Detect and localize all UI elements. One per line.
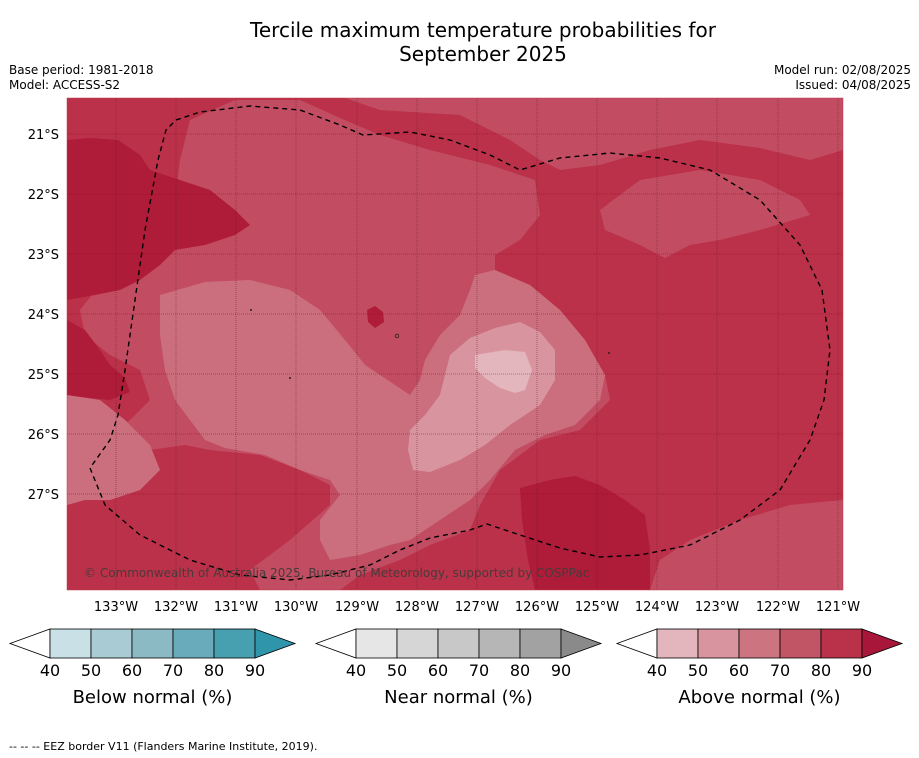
eez-legend-note: -- -- -- EEZ border V11 (Flanders Marine… <box>9 740 318 753</box>
colorbar-tick: 90 <box>245 661 265 680</box>
colorbar-tick: 80 <box>510 661 530 680</box>
colorbar-legends: 40 50 60 70 80 90 Below normal (%) 40 50 60 70 80 90… <box>8 628 904 708</box>
colorbar-tick: 40 <box>647 661 667 680</box>
colorbar-segment <box>396 628 439 659</box>
above-40-region <box>475 350 532 393</box>
colorbar-tick: 40 <box>40 661 60 680</box>
lon-label: 131°W <box>214 600 258 615</box>
colorbar-tick: 70 <box>469 661 489 680</box>
lat-label: 27°S <box>28 488 59 503</box>
island-marker <box>289 377 291 379</box>
colorbar-segment <box>355 628 398 659</box>
lon-label: 124°W <box>635 600 679 615</box>
colorbar-max-arrow <box>254 628 297 659</box>
colorbar-tick: 80 <box>204 661 224 680</box>
colorbar-segment <box>213 628 256 659</box>
colorbar-tick: 70 <box>163 661 183 680</box>
lon-label: 130°W <box>274 600 318 615</box>
lon-label: 129°W <box>335 600 379 615</box>
colorbar-segment <box>519 628 562 659</box>
above-90-region-south <box>520 476 650 590</box>
issued-date: Issued: 04/08/2025 <box>795 78 911 92</box>
colorbar-segment <box>779 628 822 659</box>
colorbar-segment <box>172 628 215 659</box>
colorbar-segment <box>820 628 863 659</box>
lon-label: 121°W <box>816 600 860 615</box>
island-marker <box>250 309 252 311</box>
colorbar-label: Below normal (%) <box>73 687 233 708</box>
lon-label: 127°W <box>455 600 499 615</box>
colorbar-1: 40 50 60 70 80 90 Near normal (%) <box>314 628 603 708</box>
colorbar-label: Near normal (%) <box>384 687 533 708</box>
lon-label: 122°W <box>756 600 800 615</box>
colorbar-0: 40 50 60 70 80 90 Below normal (%) <box>8 628 297 708</box>
probability-field: © Commonwealth of Australia 2025, Bureau… <box>67 98 843 590</box>
latitude-labels: 21°S 22°S 23°S 24°S 25°S 26°S 27°S <box>28 128 59 503</box>
colorbar-segment <box>90 628 133 659</box>
colorbar-tick: 60 <box>729 661 749 680</box>
map-figure: © Commonwealth of Australia 2025, Bureau… <box>8 97 904 708</box>
colorbar-min-arrow <box>8 628 51 659</box>
base-period: Base period: 1981-2018 <box>9 63 154 77</box>
colorbar-tick: 50 <box>387 661 407 680</box>
colorbar-segment <box>437 628 480 659</box>
island-marker <box>608 352 610 354</box>
colorbar-tick: 60 <box>122 661 142 680</box>
lat-label: 25°S <box>28 368 59 383</box>
above-70-region-se <box>650 500 843 590</box>
above-90-region-small <box>367 306 384 328</box>
lon-label: 133°W <box>94 600 138 615</box>
map-title: Tercile maximum temperature probabilitie… <box>0 18 919 66</box>
colorbar-segment <box>738 628 781 659</box>
model-run: Model run: 02/08/2025 <box>773 63 911 77</box>
longitude-labels: 133°W 132°W 131°W 130°W 129°W 128°W 127°W 126°W… <box>94 600 860 615</box>
above-90-region-nw <box>67 138 250 300</box>
lat-label: 26°S <box>28 428 59 443</box>
lat-label: 24°S <box>28 308 59 323</box>
colorbar-min-arrow <box>615 628 658 659</box>
above-90-region-west <box>67 320 130 400</box>
colorbar-segment <box>656 628 699 659</box>
lat-label: 21°S <box>28 128 59 143</box>
base-info: Base period: 1981-2018 Model: ACCESS-S2 <box>9 63 154 93</box>
island-marker <box>394 333 400 339</box>
above-60-region-west <box>67 395 160 505</box>
colorbar-max-arrow <box>560 628 603 659</box>
colorbar-tick: 90 <box>551 661 571 680</box>
run-info: Model run: 02/08/2025 Issued: 04/08/2025 <box>774 63 911 93</box>
title-line-2: September 2025 <box>399 42 567 66</box>
colorbar-label: Above normal (%) <box>678 687 840 708</box>
colorbar-tick: 60 <box>428 661 448 680</box>
lon-label: 125°W <box>575 600 619 615</box>
above-70-region-ne <box>600 170 810 258</box>
colorbar-min-arrow <box>314 628 357 659</box>
lon-label: 128°W <box>395 600 439 615</box>
colorbar-2: 40 50 60 70 80 90 Above normal (%) <box>615 628 904 708</box>
lat-label: 23°S <box>28 248 59 263</box>
colorbar-segment <box>697 628 740 659</box>
colorbar-tick: 50 <box>688 661 708 680</box>
colorbar-tick: 50 <box>81 661 101 680</box>
colorbar-segment <box>49 628 92 659</box>
colorbar-tick: 80 <box>811 661 831 680</box>
colorbar-tick: 70 <box>770 661 790 680</box>
lon-label: 126°W <box>515 600 559 615</box>
lon-label: 132°W <box>154 600 198 615</box>
colorbar-segment <box>478 628 521 659</box>
map-frame <box>66 97 844 591</box>
colorbar-max-arrow <box>861 628 904 659</box>
lat-label: 22°S <box>28 188 59 203</box>
graticule <box>67 98 843 590</box>
colorbar-tick: 40 <box>346 661 366 680</box>
colorbar-tick: 90 <box>852 661 872 680</box>
lon-label: 123°W <box>695 600 739 615</box>
copyright-text: © Commonwealth of Australia 2025, Bureau… <box>84 566 589 580</box>
colorbar-segment <box>131 628 174 659</box>
model-name: Model: ACCESS-S2 <box>9 78 121 92</box>
title-line-1: Tercile maximum temperature probabilitie… <box>250 18 716 42</box>
eez-border <box>89 105 831 581</box>
